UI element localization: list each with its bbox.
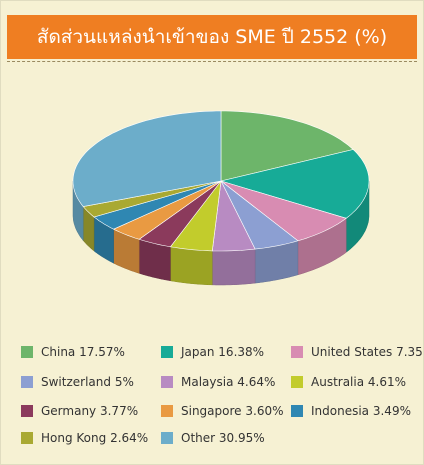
chart-title: สัดส่วนแหล่งนำเข้าของ SME ปี 2552 (%) <box>7 15 417 59</box>
slice <box>211 179 256 252</box>
legend-label: United States 7.35% <box>311 345 423 359</box>
slice <box>138 180 222 248</box>
legend-label: Indonesia 3.49% <box>311 404 411 418</box>
legend-swatch <box>291 376 303 388</box>
legend-value: 2.64% <box>110 431 148 445</box>
slice <box>169 179 222 252</box>
legend-value: 4.64% <box>237 375 275 389</box>
legend-label: Malaysia 4.64% <box>181 375 275 389</box>
slice-side <box>212 248 256 286</box>
legend-swatch <box>21 376 33 388</box>
legend-swatch <box>291 405 303 417</box>
legend-name: Australia <box>311 375 364 389</box>
legend-swatch <box>161 405 173 417</box>
legend-name: Singapore <box>181 404 242 418</box>
legend-swatch <box>21 432 33 444</box>
legend-swatch <box>161 376 173 388</box>
legend-label: Hong Kong 2.64% <box>41 431 148 445</box>
legend-swatch <box>161 432 173 444</box>
legend-swatch <box>291 346 303 358</box>
legend-value: 4.61% <box>368 375 406 389</box>
legend-name: Germany <box>41 404 96 418</box>
divider <box>7 61 417 62</box>
legend-value: 3.49% <box>373 404 411 418</box>
legend-name: United States <box>311 345 392 359</box>
legend-value: 7.35% <box>396 345 423 359</box>
slice <box>220 180 347 242</box>
legend-swatch <box>161 346 173 358</box>
legend-name: Other <box>181 431 215 445</box>
legend-label: Singapore 3.60% <box>181 404 284 418</box>
slice <box>220 110 354 182</box>
legend-name: Switzerland <box>41 375 111 389</box>
legend-value: 3.77% <box>100 404 138 418</box>
legend-value: 5% <box>115 375 134 389</box>
legend-label: China 17.57% <box>41 345 125 359</box>
legend-value: 17.57% <box>79 345 125 359</box>
legend-value: 3.60% <box>245 404 283 418</box>
slice-side <box>170 246 213 286</box>
legend-swatch <box>21 346 33 358</box>
legend-label: Japan 16.38% <box>180 345 264 359</box>
legend-label: Australia 4.61% <box>311 375 406 389</box>
legend-label: Switzerland 5% <box>41 375 134 389</box>
legend-value: 30.95% <box>219 431 265 445</box>
slice <box>220 180 299 250</box>
legend-swatch <box>21 405 33 417</box>
legend-name: Malaysia <box>181 375 233 389</box>
legend-label: Other 30.95% <box>181 431 265 445</box>
legend-name: China <box>41 345 75 359</box>
slice <box>72 110 222 207</box>
slice <box>82 180 222 218</box>
legend-name: Indonesia <box>311 404 369 418</box>
legend-name: Japan <box>180 345 214 359</box>
legend-name: Hong Kong <box>41 431 106 445</box>
slice <box>93 180 222 230</box>
legend-label: Germany 3.77% <box>41 404 138 418</box>
slice <box>219 149 370 219</box>
slice <box>112 180 222 240</box>
legend-value: 16.38% <box>218 345 264 359</box>
